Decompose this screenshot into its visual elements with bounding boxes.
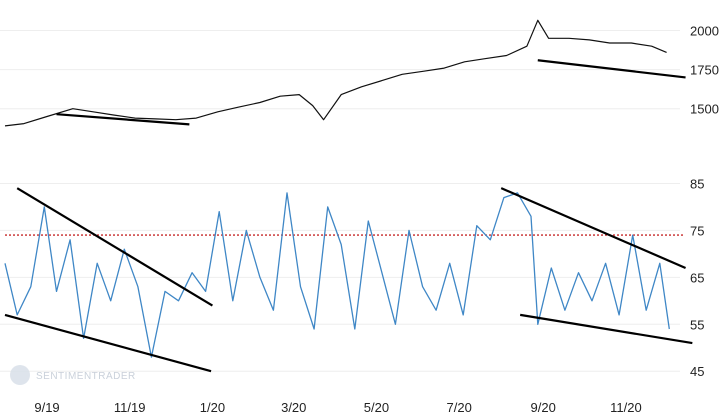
price-trendline — [537, 59, 686, 79]
x-tick-label: 11/19 — [114, 400, 146, 415]
indicator-y-tick-label: 55 — [690, 317, 704, 332]
price-series-line — [4, 19, 667, 127]
indicator-y-tick-label: 65 — [690, 270, 704, 285]
x-tick-label: 1/20 — [200, 400, 225, 415]
x-axis: 9/19 11/19 1/20 3/20 5/20 7/20 9/20 11/20 — [34, 400, 641, 415]
indicator-panel: 45 55 65 75 85 — [4, 176, 704, 379]
price-y-tick-label: 2000 — [690, 24, 719, 39]
price-panel: 1500 1750 2000 — [4, 19, 719, 127]
indicator-y-tick-label: 75 — [690, 223, 704, 238]
price-y-tick-label: 1750 — [690, 63, 719, 78]
indicator-trendline — [500, 187, 686, 269]
price-trendline — [56, 113, 190, 126]
x-tick-label: 3/20 — [281, 400, 306, 415]
indicator-series-line — [4, 192, 670, 358]
watermark-logo-icon — [10, 365, 30, 385]
x-tick-label: 7/20 — [447, 400, 472, 415]
x-tick-label: 5/20 — [364, 400, 389, 415]
indicator-y-tick-label: 85 — [690, 176, 704, 191]
indicator-trendline — [519, 313, 693, 345]
watermark: SENTIMENTRADER — [10, 365, 136, 385]
x-tick-label: 11/20 — [610, 400, 642, 415]
x-tick-label: 9/19 — [34, 400, 59, 415]
price-y-tick-label: 1500 — [690, 102, 719, 117]
watermark-text: SENTIMENTRADER — [36, 371, 136, 382]
x-tick-label: 9/20 — [531, 400, 556, 415]
indicator-y-tick-label: 45 — [690, 364, 704, 379]
indicator-trendline — [16, 187, 213, 307]
grid-layer — [0, 30, 680, 372]
indicator-trendline — [4, 313, 212, 373]
